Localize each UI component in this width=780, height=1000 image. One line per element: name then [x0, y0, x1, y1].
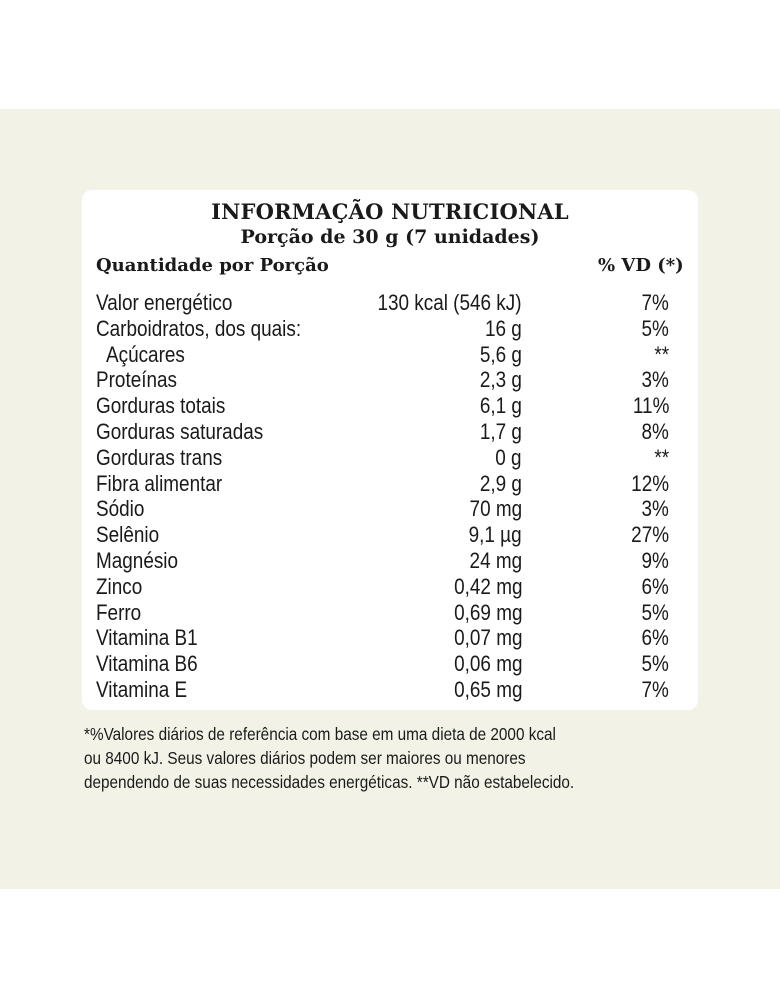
footnote-line: dependendo de suas necessidades energéti… [84, 772, 575, 792]
nutrient-quantity: 0,42 mg [453, 573, 522, 599]
nutrient-name: Ferro [96, 599, 142, 625]
nutrient-row: Gorduras saturadas 1,7 g 8% [0, 419, 780, 445]
nutrient-name: Zinco [96, 573, 143, 599]
nutrient-row: Carboidratos, dos quais: 16 g 5% [0, 316, 780, 342]
nutrient-vd: 11% [632, 393, 669, 419]
nutrient-row: Ferro 0,69 mg 5% [0, 600, 780, 626]
nutrient-row: Sódio 70 mg 3% [0, 496, 780, 522]
nutrient-vd: 27% [631, 522, 669, 548]
nutrient-row: Gorduras totais 6,1 g 11% [0, 393, 780, 419]
nutrient-quantity: 70 mg [469, 496, 522, 522]
nutrient-name: Gorduras saturadas [96, 418, 264, 444]
nutrient-name: Carboidratos, dos quais: [96, 315, 302, 341]
nutrient-name: Sódio [96, 496, 145, 522]
nutrient-row: Açúcares 5,6 g ** [0, 342, 780, 368]
nutrient-name: Proteínas [96, 367, 177, 393]
nutrient-quantity: 1,7 g [479, 418, 522, 444]
nutrient-row: Magnésio 24 mg 9% [0, 548, 780, 574]
nutrient-quantity: 5,6 g [479, 341, 522, 367]
nutrient-name: Selênio [96, 522, 160, 548]
nutrient-row: Vitamina B6 0,06 mg 5% [0, 651, 780, 677]
nutrient-row: Vitamina B1 0,07 mg 6% [0, 625, 780, 651]
nutrient-vd: 7% [641, 290, 669, 315]
nutrient-vd: 3% [641, 496, 669, 522]
nutrient-quantity: 0,06 mg [453, 651, 522, 677]
nutrient-name: Vitamina E [96, 676, 188, 702]
nutrient-vd: ** [654, 341, 669, 367]
nutrient-name: Valor energético [96, 290, 233, 315]
nutrient-quantity: 9,1 µg [469, 522, 522, 548]
nutrient-vd: 7% [641, 676, 669, 702]
nutrient-vd: ** [654, 444, 669, 470]
nutrient-name: Vitamina B6 [96, 651, 198, 677]
nutrient-vd: 9% [641, 547, 669, 573]
footnote-line: ou 8400 kJ. Seus valores diários podem s… [84, 748, 526, 768]
nutrient-row: Selênio 9,1 µg 27% [0, 522, 780, 548]
nutrient-name: Vitamina B1 [96, 625, 198, 651]
nutrient-quantity: 0 g [495, 444, 522, 470]
nutrient-name: Magnésio [96, 547, 179, 573]
nutrient-vd: 5% [641, 651, 669, 677]
header-vd: % VD (*) [598, 255, 684, 276]
nutrient-vd: 6% [641, 573, 669, 599]
nutrient-name: Gorduras totais [96, 393, 226, 419]
footnote-line: *%Valores diários de referência com base… [84, 724, 556, 744]
nutrient-quantity: 2,3 g [479, 367, 522, 393]
nutrient-vd: 3% [641, 367, 669, 393]
nutrient-quantity: 16 g [485, 315, 522, 341]
nutrient-quantity: 130 kcal (546 kJ) [377, 290, 522, 315]
nutrient-row: Vitamina E 0,65 mg 7% [0, 677, 780, 703]
nutrient-quantity: 0,69 mg [453, 599, 522, 625]
nutrient-vd: 8% [641, 418, 669, 444]
nutrient-row: Gorduras trans 0 g ** [0, 445, 780, 471]
nutrient-quantity: 2,9 g [479, 470, 522, 496]
nutrient-vd: 6% [641, 625, 669, 651]
nutrient-quantity: 0,65 mg [453, 676, 522, 702]
portion-line: Porção de 30 g (7 unidades) [240, 226, 540, 248]
header-quantity: Quantidade por Porção [96, 255, 329, 276]
nutrient-name: Fibra alimentar [96, 470, 223, 496]
nutrient-quantity: 0,07 mg [453, 625, 522, 651]
nutrient-name: Gorduras trans [96, 444, 223, 470]
nutrient-name: Açúcares [106, 341, 185, 367]
nutrient-vd: 12% [631, 470, 669, 496]
nutrient-row: Fibra alimentar 2,9 g 12% [0, 471, 780, 497]
nutrient-vd: 5% [641, 315, 669, 341]
nutrient-row: Zinco 0,42 mg 6% [0, 574, 780, 600]
nutrient-row: Valor energético 130 kcal (546 kJ) 7% [0, 290, 780, 316]
nutrition-table-card [82, 190, 698, 710]
footnote: *%Valores diários de referência com base… [84, 722, 704, 794]
nutrient-quantity: 24 mg [469, 547, 522, 573]
nutrient-quantity: 6,1 g [479, 393, 522, 419]
nutrient-rows: Valor energético 130 kcal (546 kJ) 7% Carbo… [0, 290, 780, 703]
nutrient-vd: 5% [641, 599, 669, 625]
nutrient-row: Proteínas 2,3 g 3% [0, 367, 780, 393]
label-title: INFORMAÇÃO NUTRICIONAL [211, 199, 569, 224]
